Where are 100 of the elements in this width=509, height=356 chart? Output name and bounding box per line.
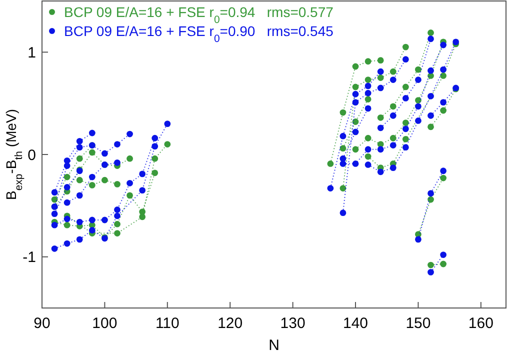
point bbox=[152, 143, 158, 150]
point bbox=[102, 216, 108, 224]
point bbox=[415, 236, 422, 243]
point bbox=[440, 42, 446, 48]
point bbox=[352, 118, 359, 125]
point bbox=[327, 160, 334, 167]
legend-label: BCP 09 E/A=16 + FSE r$_{0}$=0.90 rms=0.545 bbox=[64, 23, 334, 45]
point bbox=[402, 136, 409, 142]
point bbox=[364, 90, 372, 96]
point bbox=[377, 68, 384, 75]
point bbox=[51, 245, 58, 252]
x-tick-label: 140 bbox=[343, 315, 368, 332]
point bbox=[114, 230, 120, 236]
x-tick-label: 90 bbox=[34, 315, 50, 332]
point bbox=[364, 82, 372, 90]
x-tick-label: 150 bbox=[406, 315, 431, 332]
point bbox=[402, 95, 409, 102]
point bbox=[51, 222, 58, 228]
point bbox=[352, 146, 359, 153]
point bbox=[364, 134, 372, 142]
point bbox=[164, 141, 171, 148]
point bbox=[390, 164, 396, 172]
point bbox=[364, 76, 372, 83]
point bbox=[377, 74, 384, 81]
point bbox=[440, 99, 446, 106]
point bbox=[352, 63, 359, 70]
point bbox=[415, 97, 422, 104]
point bbox=[440, 252, 446, 258]
point bbox=[114, 220, 120, 228]
point bbox=[440, 72, 446, 79]
point bbox=[126, 155, 133, 162]
point bbox=[415, 76, 422, 83]
point bbox=[390, 134, 396, 142]
point bbox=[126, 130, 133, 138]
point bbox=[64, 216, 70, 222]
point bbox=[327, 185, 334, 192]
point bbox=[440, 174, 446, 182]
point bbox=[352, 99, 359, 106]
x-tick-label: 160 bbox=[468, 315, 494, 332]
point bbox=[377, 57, 384, 64]
x-axis-title: N bbox=[268, 337, 280, 354]
point bbox=[340, 160, 346, 167]
point bbox=[428, 30, 434, 36]
point bbox=[390, 76, 396, 83]
point bbox=[76, 192, 83, 199]
point bbox=[440, 107, 446, 114]
point bbox=[340, 145, 346, 152]
point bbox=[428, 67, 434, 74]
point bbox=[88, 216, 96, 224]
point bbox=[64, 222, 70, 228]
point bbox=[114, 141, 120, 148]
point bbox=[88, 149, 96, 156]
point bbox=[377, 84, 384, 92]
point bbox=[440, 66, 446, 73]
point bbox=[364, 105, 372, 112]
point bbox=[88, 182, 96, 188]
point bbox=[428, 92, 434, 100]
point bbox=[352, 160, 359, 167]
point bbox=[64, 174, 70, 180]
y-tick-label: 1 bbox=[28, 44, 36, 62]
point bbox=[76, 138, 83, 144]
point bbox=[114, 212, 120, 220]
point bbox=[76, 236, 83, 243]
point bbox=[64, 162, 70, 169]
legend-label: BCP 09 E/A=16 + FSE r$_{0}$=0.94 rms=0.577 bbox=[64, 4, 334, 26]
point bbox=[114, 180, 120, 188]
point bbox=[402, 56, 409, 63]
point bbox=[364, 146, 372, 153]
point bbox=[76, 218, 83, 226]
point bbox=[402, 126, 409, 132]
x-tick-label: 110 bbox=[155, 315, 180, 332]
point bbox=[377, 168, 384, 176]
point bbox=[390, 103, 396, 110]
point bbox=[88, 130, 96, 136]
point bbox=[88, 174, 96, 180]
point bbox=[340, 210, 346, 216]
point bbox=[76, 176, 83, 184]
point bbox=[126, 192, 133, 199]
point bbox=[428, 262, 434, 268]
point bbox=[340, 185, 346, 192]
point bbox=[428, 124, 434, 130]
point bbox=[390, 112, 396, 119]
point bbox=[51, 189, 58, 196]
point bbox=[64, 240, 70, 247]
point bbox=[415, 118, 422, 124]
point bbox=[114, 159, 120, 166]
point bbox=[152, 170, 158, 176]
x-tick-label: 120 bbox=[218, 315, 243, 332]
point bbox=[364, 153, 372, 160]
point bbox=[51, 210, 58, 218]
y-tick-label: 0 bbox=[28, 146, 36, 164]
point bbox=[440, 260, 446, 268]
point bbox=[364, 58, 372, 65]
point bbox=[102, 150, 108, 157]
point bbox=[152, 134, 158, 142]
point bbox=[76, 144, 83, 151]
point bbox=[402, 84, 409, 90]
point bbox=[377, 114, 384, 121]
point bbox=[377, 146, 384, 153]
point bbox=[126, 180, 133, 186]
